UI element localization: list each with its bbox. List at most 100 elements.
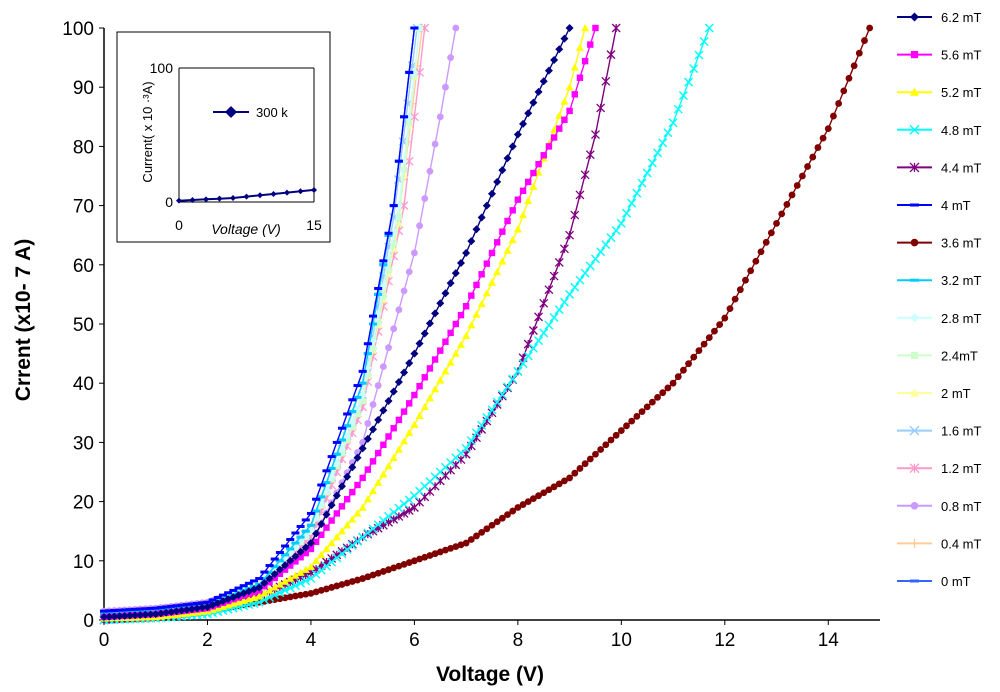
- data-point: [260, 570, 269, 574]
- legend-marker: [910, 579, 919, 583]
- data-point: [275, 551, 284, 555]
- data-point: [788, 191, 796, 199]
- data-point: [352, 536, 362, 546]
- data-point: [312, 497, 321, 501]
- data-point: [359, 397, 366, 405]
- data-point: [565, 83, 574, 91]
- data-point: [369, 322, 378, 326]
- data-point: [674, 373, 682, 381]
- data-point: [141, 610, 150, 619]
- legend-item: 0 mT: [897, 574, 971, 589]
- data-point: [421, 553, 429, 561]
- data-point: [498, 257, 507, 265]
- data-point: [477, 424, 487, 434]
- data-point: [592, 450, 599, 458]
- data-point: [663, 128, 673, 138]
- data-point: [482, 413, 492, 423]
- data-point: [343, 436, 351, 444]
- data-point: [260, 577, 269, 581]
- data-point: [349, 423, 356, 431]
- x-tick-label: 12: [714, 630, 735, 651]
- data-point: [632, 188, 642, 198]
- data-point: [581, 24, 590, 32]
- inset-x-tick-label: 15: [306, 217, 322, 233]
- data-point: [286, 556, 295, 565]
- legend-item: 2.4mT: [897, 348, 978, 363]
- data-point: [492, 397, 502, 407]
- data-point: [580, 268, 590, 278]
- data-point: [611, 225, 621, 235]
- data-point: [580, 170, 590, 180]
- data-point: [544, 320, 554, 330]
- data-point: [493, 518, 501, 526]
- data-point: [389, 514, 399, 524]
- data-point: [824, 125, 832, 133]
- legend-label: 3.6 mT: [941, 236, 982, 251]
- data-point: [482, 289, 491, 297]
- data-point: [353, 509, 362, 517]
- data-point: [406, 119, 413, 126]
- data-point: [508, 235, 517, 244]
- data-point: [409, 112, 419, 122]
- data-point: [390, 240, 397, 247]
- data-point: [606, 233, 616, 243]
- data-point: [554, 257, 564, 267]
- data-point: [405, 428, 414, 437]
- data-point: [504, 511, 511, 519]
- data-point: [275, 559, 284, 563]
- data-point: [291, 541, 300, 545]
- y-tick-label: 40: [73, 374, 94, 395]
- data-point: [845, 74, 853, 82]
- data-point: [374, 292, 383, 296]
- legend-marker: [910, 87, 919, 96]
- data-point: [224, 591, 233, 595]
- data-point: [627, 198, 637, 208]
- data-point: [297, 554, 304, 561]
- data-point: [296, 578, 306, 588]
- data-point: [364, 371, 372, 378]
- legend-item: 4 mT: [897, 198, 971, 213]
- data-point: [451, 269, 460, 278]
- data-point: [333, 582, 341, 590]
- data-point: [855, 49, 863, 57]
- data-point: [513, 225, 522, 233]
- data-point: [757, 248, 765, 256]
- legend-label: 0.8 mT: [941, 499, 982, 514]
- data-point: [529, 495, 537, 503]
- data-point: [358, 532, 368, 542]
- data-point: [280, 585, 290, 595]
- y-ticks: 0 10 20 30 40 50 60 70 80 90 100: [62, 19, 104, 632]
- data-point: [637, 178, 647, 188]
- data-point: [312, 538, 320, 546]
- data-point: [369, 486, 378, 495]
- data-point: [296, 547, 305, 556]
- data-point: [410, 26, 419, 30]
- data-point: [534, 336, 544, 346]
- data-point: [415, 339, 424, 348]
- data-point: [487, 405, 497, 415]
- data-point: [218, 593, 227, 597]
- data-point: [622, 208, 632, 218]
- data-point: [664, 384, 672, 392]
- data-point: [607, 436, 615, 444]
- data-point: [281, 577, 290, 585]
- data-point: [312, 529, 321, 538]
- data-point: [668, 118, 678, 128]
- data-point: [389, 387, 398, 396]
- data-point: [322, 469, 331, 473]
- data-point: [524, 196, 533, 205]
- data-point: [332, 491, 341, 500]
- data-point: [374, 449, 382, 457]
- legend-label: 0 mT: [941, 574, 971, 589]
- data-point: [499, 228, 506, 235]
- legend-marker: [910, 313, 919, 323]
- data-point: [389, 507, 399, 517]
- legend-item: 5.6 mT: [897, 48, 982, 63]
- data-point: [447, 544, 455, 552]
- data-point: [125, 611, 134, 620]
- data-point: [327, 501, 336, 510]
- data-point: [410, 68, 419, 77]
- data-point: [705, 334, 713, 342]
- data-point: [270, 570, 279, 579]
- data-point: [539, 328, 549, 338]
